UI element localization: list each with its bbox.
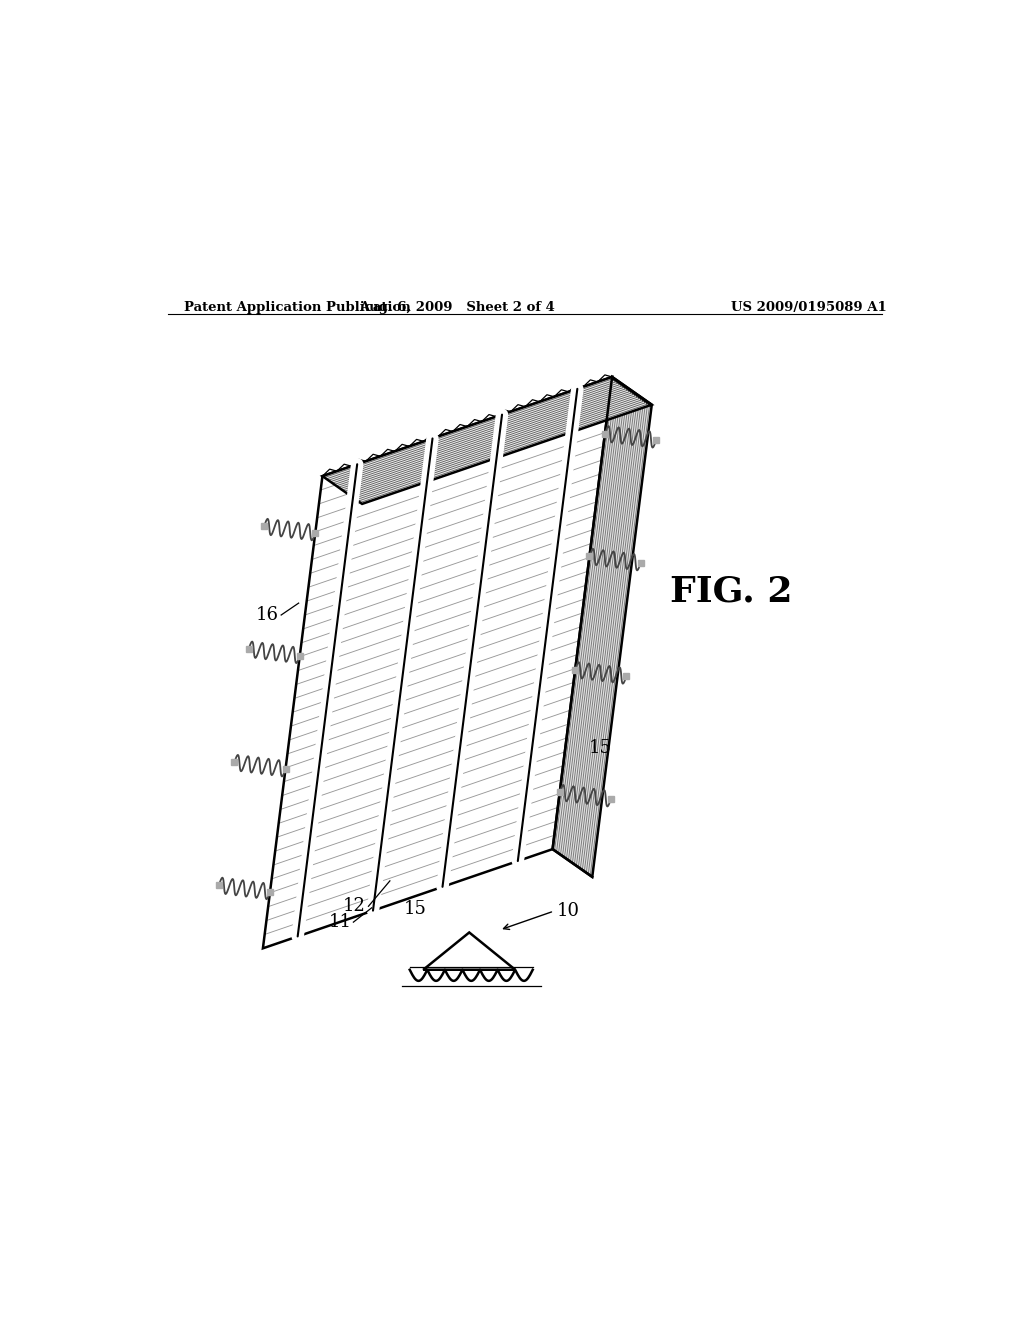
Text: Aug. 6, 2009   Sheet 2 of 4: Aug. 6, 2009 Sheet 2 of 4 (359, 301, 555, 314)
Text: 10: 10 (557, 902, 580, 920)
Text: FIG. 2: FIG. 2 (670, 574, 793, 609)
Text: 15: 15 (403, 900, 427, 917)
Text: 11: 11 (329, 913, 352, 931)
Polygon shape (263, 378, 612, 948)
Text: Patent Application Publication: Patent Application Publication (183, 301, 411, 314)
Text: 16: 16 (255, 606, 279, 624)
Text: 12: 12 (343, 898, 366, 915)
Polygon shape (553, 378, 652, 876)
Text: US 2009/0195089 A1: US 2009/0195089 A1 (731, 301, 887, 314)
Polygon shape (423, 932, 515, 970)
Text: 15: 15 (589, 739, 611, 756)
Polygon shape (323, 378, 652, 504)
